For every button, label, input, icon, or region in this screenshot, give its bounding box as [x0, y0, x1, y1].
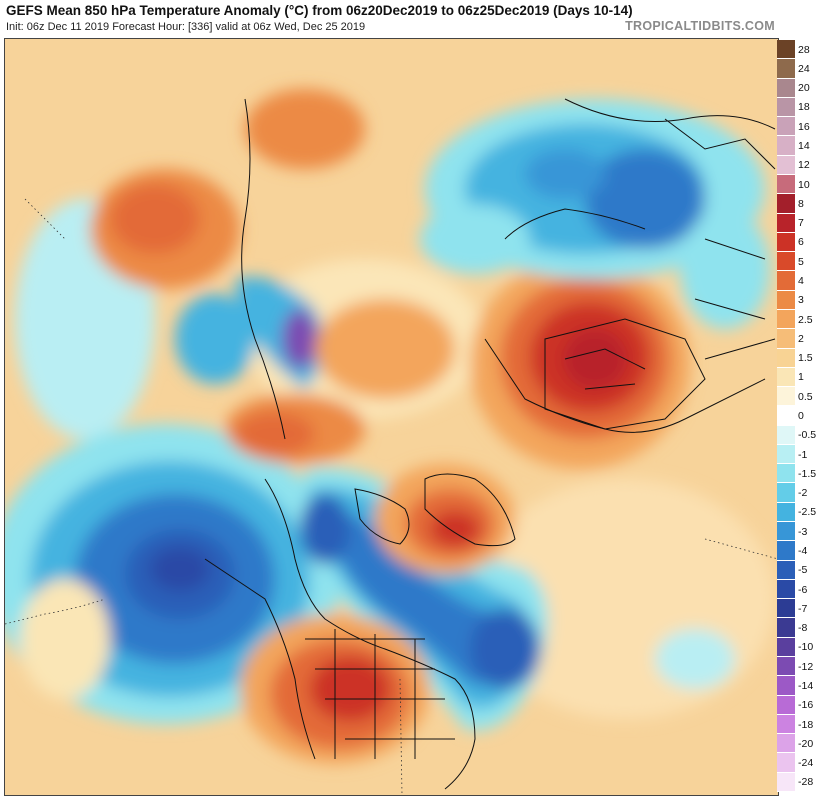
- colorbar-swatch: [777, 753, 795, 773]
- colorbar-swatch: [777, 155, 795, 175]
- chart-subtitle: Init: 06z Dec 11 2019 Forecast Hour: [33…: [6, 21, 366, 33]
- colorbar-swatch: [777, 271, 795, 291]
- colorbar-swatch: [777, 522, 795, 542]
- colorbar-swatch: [777, 232, 795, 253]
- chart-title: GEFS Mean 850 hPa Temperature Anomaly (°…: [6, 3, 633, 18]
- colorbar-label: 6: [798, 236, 804, 249]
- colorbar-label: -1: [798, 448, 808, 461]
- pos-greenland: [375, 464, 515, 574]
- colorbar-swatch: [777, 618, 795, 638]
- colorbar-swatch: [777, 174, 795, 195]
- colorbar-swatch: [777, 734, 795, 754]
- colorbar-label: -2.5: [798, 506, 817, 519]
- colorbar-swatch: [777, 78, 795, 98]
- colorbar-label: 12: [798, 159, 810, 172]
- colorbar-swatch: [777, 464, 795, 484]
- colorbar-legend: 28 24 20 18 16 14 12 10 8 7 6 5 4 3 2.5 2 1.5 1 0.5 0 -0.5 -1…: [777, 38, 819, 794]
- colorbar-swatch: [777, 579, 795, 600]
- colorbar-label: -28: [798, 776, 814, 789]
- colorbar-label: -8: [798, 622, 808, 635]
- colorbar-swatch: [777, 252, 795, 272]
- colorbar-label: 5: [798, 255, 804, 268]
- colorbar-swatch: [777, 367, 795, 388]
- colorbar-label: -10: [798, 641, 814, 654]
- colorbar-label: 2: [798, 332, 804, 345]
- colorbar-label: -0.5: [798, 429, 817, 442]
- colorbar-label: 7: [798, 217, 804, 230]
- colorbar-swatch: [777, 541, 795, 561]
- colorbar-label: 4: [798, 275, 804, 288]
- colorbar-label: -16: [798, 699, 814, 712]
- colorbar-swatch: [777, 348, 795, 368]
- graticule: [5, 198, 778, 795]
- colorbar-swatch: [777, 97, 795, 118]
- colorbar-swatch: [777, 502, 795, 523]
- colorbar-label: 3: [798, 294, 804, 307]
- colorbar-swatch: [777, 329, 795, 349]
- colorbar-swatch: [777, 59, 795, 79]
- colorbar-label: 2.5: [798, 313, 813, 326]
- colorbar-label: -2: [798, 487, 808, 500]
- colorbar-label: -18: [798, 718, 814, 731]
- pos-russia: [470, 259, 690, 469]
- colorbar-swatch: [777, 425, 795, 445]
- colorbar-swatch: [777, 637, 795, 658]
- colorbar-swatch: [777, 695, 795, 715]
- colorbar-label: 14: [798, 140, 810, 153]
- colorbar-label: -14: [798, 679, 814, 692]
- colorbar-label: -24: [798, 757, 814, 770]
- chart-header: GEFS Mean 850 hPa Temperature Anomaly (°…: [0, 0, 819, 38]
- colorbar-label: 0: [798, 410, 804, 422]
- colorbar-swatch: [777, 676, 795, 696]
- colorbar-label: -6: [798, 583, 808, 596]
- colorbar-label: -20: [798, 737, 814, 750]
- anomaly-field: [5, 89, 775, 764]
- colorbar-swatch: [777, 714, 795, 735]
- colorbar-swatch: [777, 483, 795, 503]
- colorbar-swatch: [777, 772, 795, 792]
- colorbar-swatch: [777, 309, 795, 330]
- colorbar-label: -7: [798, 602, 808, 615]
- colorbar-swatch: [777, 117, 795, 137]
- colorbar-label: 20: [798, 82, 810, 95]
- colorbar-swatch: [777, 290, 795, 310]
- colorbar-label: -4: [798, 544, 808, 557]
- colorbar-swatch: [777, 657, 795, 677]
- colorbar-label: -5: [798, 564, 808, 577]
- colorbar-swatch: [777, 599, 795, 619]
- colorbar-label: 1.5: [798, 352, 813, 365]
- colorbar-swatch: [777, 213, 795, 233]
- colorbar-label: 10: [798, 178, 810, 191]
- colorbar-label: 1: [798, 371, 804, 384]
- colorbar-swatch: [777, 40, 795, 60]
- colorbar-label: 18: [798, 101, 810, 114]
- neg-eastern-us: [300, 467, 548, 731]
- colorbar-swatch: [777, 194, 795, 214]
- colorbar-label: -3: [798, 525, 808, 538]
- colorbar-swatch: [777, 560, 795, 580]
- colorbar-swatch: [777, 136, 795, 156]
- coastlines: [204, 98, 776, 790]
- colorbar-swatch: [777, 406, 795, 426]
- brand-watermark: TROPICALTIDBITS.COM: [625, 19, 775, 33]
- colorbar-label: 24: [798, 62, 810, 75]
- colorbar-label: 8: [798, 197, 804, 210]
- colorbar-swatch: [777, 387, 795, 407]
- colorbar-swatch: [777, 444, 795, 465]
- anomaly-map: [4, 38, 779, 796]
- colorbar-label: -12: [798, 660, 814, 673]
- colorbar-label: 28: [798, 43, 810, 56]
- anomaly-map-graphic: [5, 39, 778, 795]
- colorbar-label: -1.5: [798, 467, 817, 480]
- colorbar-label: 16: [798, 120, 810, 133]
- colorbar-label: 0.5: [798, 390, 813, 403]
